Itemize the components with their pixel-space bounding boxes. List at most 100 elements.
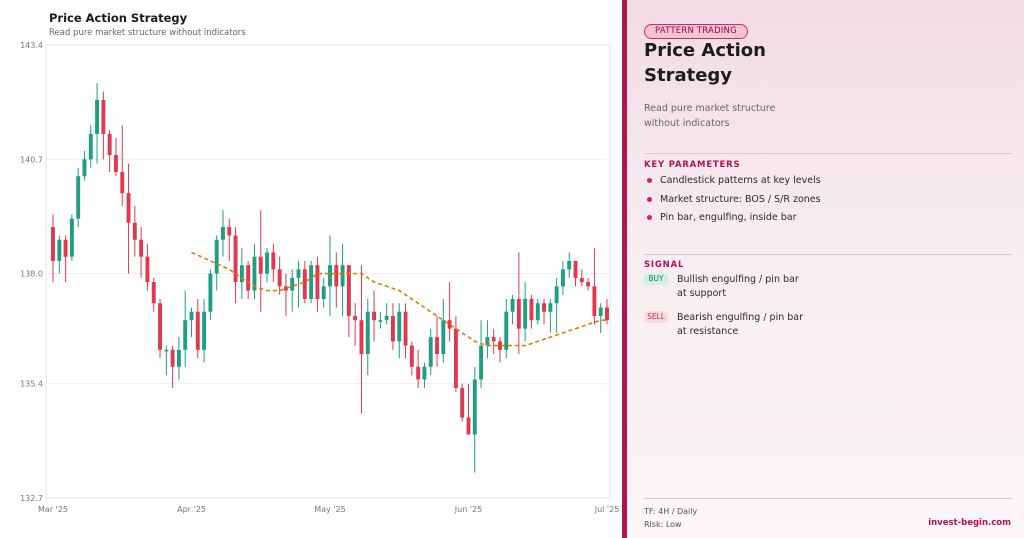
- candle-body: [384, 315, 389, 321]
- bullet-icon: [647, 214, 652, 220]
- candle-body: [529, 299, 534, 321]
- risk-text: Risk: Low: [644, 520, 682, 529]
- candle-body: [151, 282, 156, 304]
- signal-heading: SIGNAL: [644, 260, 685, 270]
- x-tick-label: Jul '25: [594, 505, 620, 514]
- candle-body: [271, 252, 276, 270]
- key-param-item: Market structure: BOS / S/R zones: [644, 194, 821, 205]
- divider: [644, 254, 1012, 255]
- candle-body: [189, 311, 194, 321]
- candle-body: [598, 307, 603, 316]
- candlestick-chart: 143.4 140.7 138.0 135.4 132.7 Mar '25 Apr '25 M…: [20, 41, 620, 514]
- candle-body: [82, 159, 87, 177]
- y-tick-label: 132.7: [20, 494, 43, 503]
- moving-average-line: [191, 251, 607, 347]
- candle-body: [315, 265, 320, 300]
- candle-body: [290, 277, 295, 291]
- candle-body: [485, 337, 490, 346]
- x-tick-label: May '25: [314, 505, 345, 514]
- candle-body: [447, 320, 452, 329]
- timeframe-text: TF: 4H / Daily: [644, 507, 698, 516]
- brand-link[interactable]: invest-begin.com: [928, 518, 1011, 528]
- candle-body: [491, 337, 496, 342]
- y-tick-label: 138.0: [20, 270, 43, 279]
- category-tag: PATTERN TRADING: [644, 24, 748, 39]
- candle-body: [321, 286, 326, 300]
- candle-body: [296, 269, 301, 278]
- candle-body: [472, 379, 477, 435]
- candle-body: [57, 239, 62, 261]
- divider: [644, 498, 1012, 499]
- panel-title: Price Action Strategy: [644, 40, 766, 86]
- candle-body: [391, 315, 395, 342]
- candle-body: [334, 265, 339, 287]
- panel-description: Read pure market structure without indic…: [644, 103, 776, 129]
- candle-body: [453, 328, 458, 388]
- candle-body: [114, 155, 118, 173]
- candle-body: [170, 349, 175, 367]
- candle-body: [548, 303, 553, 312]
- y-tick-label: 143.4: [20, 41, 43, 50]
- candle-body: [523, 299, 528, 329]
- candle-body: [353, 315, 358, 321]
- candle-body: [208, 273, 213, 312]
- candle-body: [365, 311, 370, 355]
- key-param-item: Candlestick patterns at key levels: [644, 175, 821, 186]
- candle-body: [214, 239, 219, 274]
- candle-body: [504, 311, 509, 350]
- candle-body: [132, 222, 137, 240]
- candle-body: [403, 311, 408, 346]
- candle-body: [346, 265, 351, 316]
- candle-body: [221, 227, 225, 240]
- candle-body: [233, 235, 238, 283]
- candle-body: [176, 349, 181, 367]
- key-param-item: Pin bar, engulfing, inside bar: [644, 212, 797, 223]
- candle-body: [586, 282, 591, 287]
- candle-body: [252, 256, 257, 291]
- key-parameters-heading: KEY PARAMETERS: [644, 160, 741, 170]
- candle-body: [567, 260, 572, 270]
- candle-body: [145, 256, 150, 283]
- candle-body: [573, 260, 578, 278]
- candle-body: [120, 172, 125, 194]
- candle-body: [460, 387, 465, 418]
- candle-body: [302, 269, 307, 300]
- candle-body: [107, 133, 112, 156]
- candle-body: [265, 252, 269, 274]
- chart-title: Price Action Strategy: [49, 11, 188, 25]
- candle-body: [498, 341, 502, 350]
- candle-body: [309, 265, 314, 300]
- key-param-text: Market structure: BOS / S/R zones: [660, 194, 821, 205]
- candle-body: [63, 239, 68, 257]
- candle-body: [422, 366, 427, 380]
- x-tick-label: Mar '25: [38, 505, 68, 514]
- candle-body: [126, 193, 131, 223]
- plot-frame: [45, 44, 611, 499]
- candle-body: [409, 345, 414, 367]
- footer-info: TF: 4H / Daily Risk: Low: [644, 505, 697, 531]
- candle-body: [605, 307, 609, 321]
- candle-body: [441, 320, 446, 355]
- candle-body: [359, 320, 364, 355]
- x-tick-label: Apr '25: [177, 505, 206, 514]
- y-tick-label: 140.7: [20, 155, 43, 164]
- candle-body: [76, 176, 81, 219]
- candle-body: [592, 286, 597, 316]
- candle-body: [435, 337, 439, 355]
- candle-body: [535, 303, 540, 321]
- candle-body: [554, 286, 559, 304]
- candle-body: [227, 227, 232, 236]
- candle-body: [466, 417, 471, 435]
- candle-body: [378, 320, 383, 322]
- buy-signal-text: Bullish engulfing / pin bar at support: [677, 274, 799, 299]
- candle-body: [277, 269, 282, 287]
- candle-body: [542, 303, 546, 312]
- strategy-panel: PATTERN TRADING Price Action Strategy Re…: [622, 0, 1024, 538]
- candle-body: [69, 218, 74, 257]
- key-param-text: Candlestick patterns at key levels: [660, 175, 821, 186]
- candle-body: [202, 311, 207, 350]
- bullet-icon: [647, 177, 652, 183]
- candle-body: [101, 100, 106, 134]
- candle-body: [158, 303, 162, 350]
- candle-body: [88, 133, 93, 160]
